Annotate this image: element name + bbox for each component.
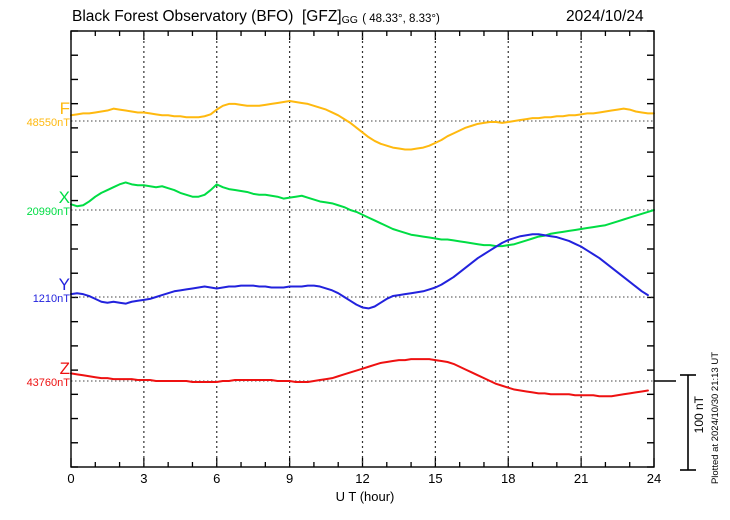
x-tick-6: 6	[213, 471, 221, 486]
component-letter-z: Z	[59, 359, 70, 378]
component-label-x: X 20990nT	[0, 189, 70, 218]
scale-bar-label: 100 nT	[692, 396, 706, 434]
observatory-name: Black Forest Observatory (BFO)	[72, 8, 294, 25]
x-axis-label: U T (hour)	[335, 489, 395, 504]
component-letter-x: X	[58, 188, 70, 207]
data-traces	[70, 100, 655, 398]
x-tick-12: 12	[355, 471, 370, 486]
component-label-z: Z 43760nT	[0, 360, 70, 389]
observation-date: 2024/10/24	[566, 8, 644, 25]
x-tick-24: 24	[646, 471, 662, 486]
x-tick-0: 0	[67, 471, 75, 486]
x-tick-21: 21	[573, 471, 589, 486]
network-subscript: GG	[341, 14, 358, 26]
network-code: [GFZ]	[301, 8, 342, 25]
plotted-at-label: Plotted at 2024/10/30 21:13 UT	[710, 352, 721, 485]
component-letter-f: F	[59, 99, 70, 118]
component-label-f: F 48550nT	[0, 100, 70, 129]
x-tick-3: 3	[140, 471, 148, 486]
component-baseline-z: 43760nT	[26, 376, 70, 389]
component-baseline-f: 48550nT	[26, 116, 70, 129]
component-baseline-x: 20990nT	[26, 205, 70, 218]
station-coordinates: ( 48.33°, 8.33°)	[362, 13, 440, 25]
page-title: Black Forest Observatory (BFO) [GFZ]GG (…	[72, 8, 440, 26]
component-letter-y: Y	[58, 275, 70, 294]
component-baseline-y: 1210nT	[32, 292, 70, 305]
scale-bar	[654, 374, 696, 471]
plot-frame	[70, 30, 655, 468]
x-tick-15: 15	[428, 471, 443, 486]
x-tick-9: 9	[286, 471, 294, 486]
grid-lines	[143, 31, 582, 467]
x-tick-18: 18	[501, 471, 516, 486]
component-label-y: Y 1210nT	[0, 276, 70, 305]
